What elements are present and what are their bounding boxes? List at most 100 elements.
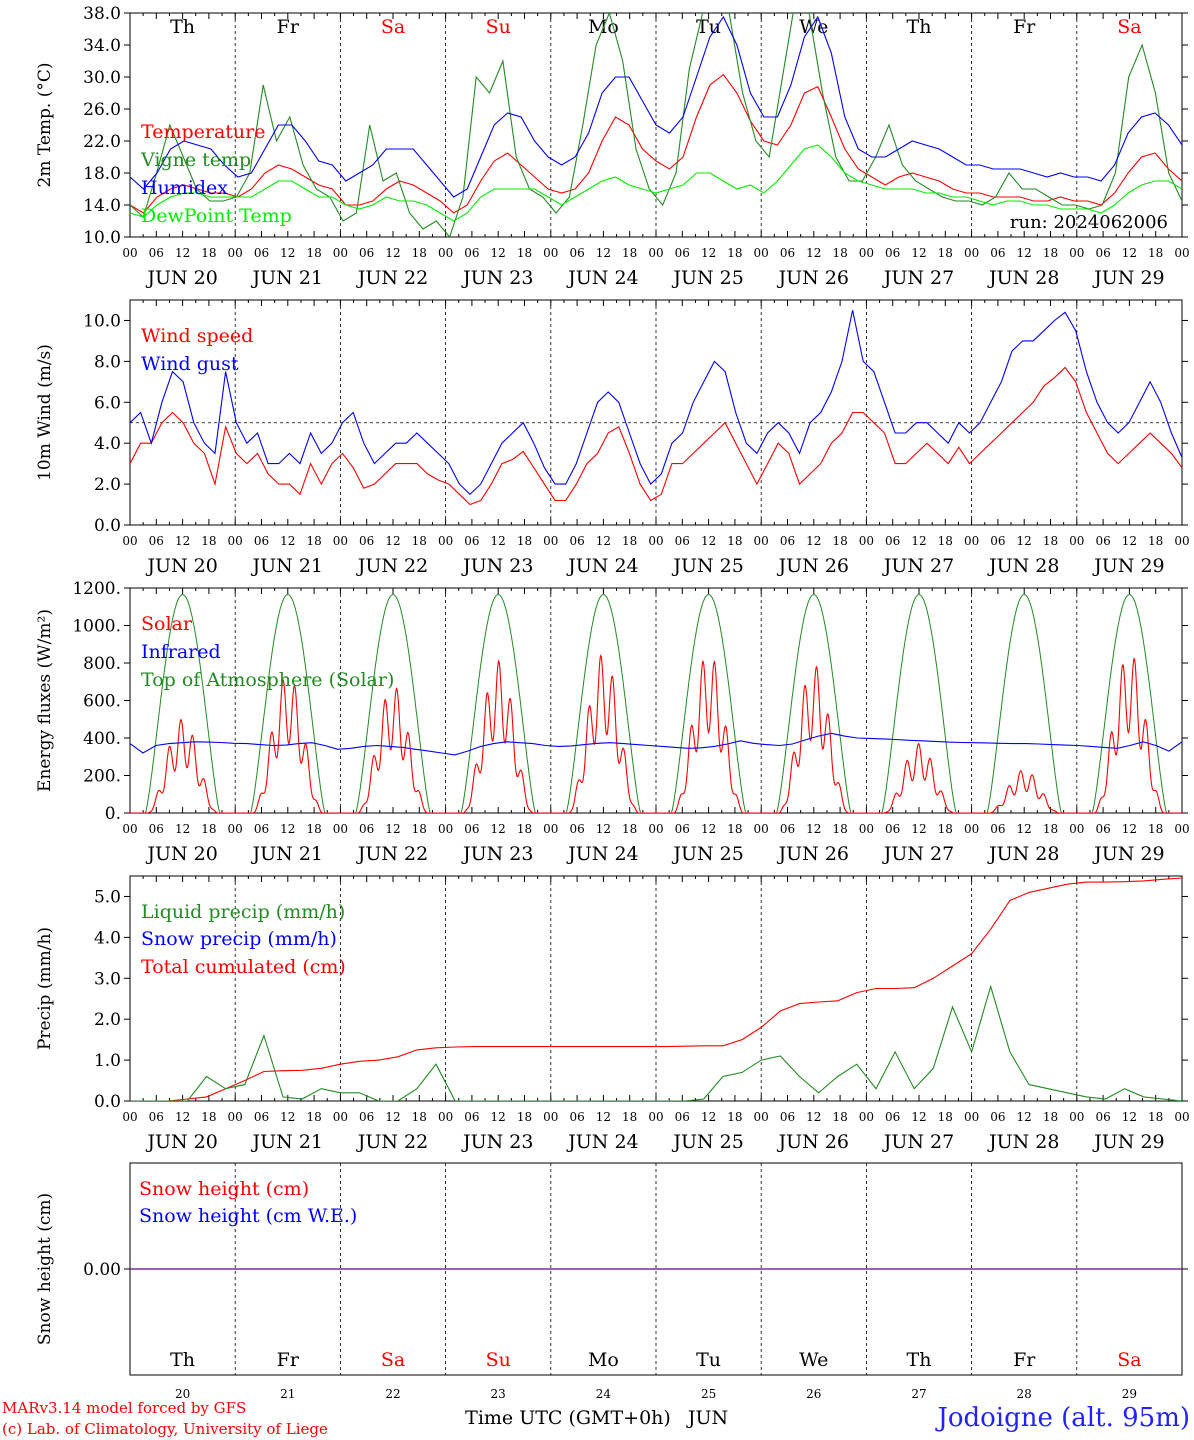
hour-tick-label: 18	[832, 534, 847, 548]
date-label: JUN 20	[145, 555, 217, 577]
hour-tick-label: 12	[1122, 822, 1137, 836]
hour-tick-label: 06	[780, 534, 795, 548]
hour-tick-label: 18	[1148, 1110, 1163, 1124]
hour-tick-label: 06	[780, 246, 795, 260]
hour-tick-label: 06	[675, 1110, 690, 1124]
hour-tick-label: 18	[517, 534, 532, 548]
date-label: JUN 23	[461, 555, 533, 577]
date-label: JUN 28	[987, 1131, 1059, 1153]
hour-tick-label: 12	[280, 534, 295, 548]
y-tick-label: 10.0	[83, 311, 121, 331]
date-label: JUN 25	[671, 843, 743, 865]
hour-tick-label: 12	[280, 1110, 295, 1124]
hour-tick-label: 00	[438, 246, 453, 260]
hour-tick-label: 06	[885, 1110, 900, 1124]
y-axis-title: 10m Wind (m/s)	[35, 344, 55, 481]
hour-tick-label: 00	[648, 246, 663, 260]
hour-tick-label: 00	[228, 1110, 243, 1124]
date-label: JUN 28	[987, 555, 1059, 577]
hour-tick-label: 18	[832, 822, 847, 836]
hour-tick-label: 12	[385, 1110, 400, 1124]
hour-tick-label: 18	[832, 246, 847, 260]
hour-tick-label: 06	[1095, 246, 1110, 260]
hour-tick-label: 12	[911, 1110, 926, 1124]
date-label: JUN 26	[777, 1131, 849, 1153]
hour-tick-label: 00	[754, 1110, 769, 1124]
legend-entry: Humidex	[141, 177, 228, 199]
panel-plot-area	[130, 594, 1182, 813]
date-label: JUN 28	[987, 843, 1059, 865]
hour-tick-label: 12	[1122, 534, 1137, 548]
legend-entry: Infrared	[141, 641, 221, 663]
hour-tick-label: 18	[1148, 246, 1163, 260]
legend-entry: Snow precip (mm/h)	[141, 928, 337, 950]
hour-tick-label: 18	[201, 822, 216, 836]
weekday-label: Fr	[277, 16, 300, 38]
y-tick-label: 800.	[83, 654, 121, 674]
hour-tick-label: 18	[832, 1110, 847, 1124]
hour-tick-label: 18	[201, 246, 216, 260]
date-label: JUN 29	[1092, 1131, 1164, 1153]
y-tick-label: 38.0	[83, 4, 121, 24]
date-label: JUN 21	[251, 1131, 323, 1153]
series-line-wind-speed	[130, 366, 1182, 506]
series-line-temperature	[130, 73, 1182, 214]
day-number-label: 27	[911, 1387, 926, 1401]
hour-tick-label: 00	[648, 534, 663, 548]
hour-tick-label: 18	[622, 246, 637, 260]
hour-tick-label: 06	[359, 534, 374, 548]
hour-tick-label: 00	[543, 1110, 558, 1124]
hour-tick-label: 06	[359, 246, 374, 260]
day-number-label: 26	[806, 1387, 821, 1401]
date-label: JUN 25	[671, 555, 743, 577]
weekday-label: Tu	[696, 1349, 721, 1371]
hour-tick-label: 12	[911, 822, 926, 836]
hour-tick-label: 00	[1174, 1110, 1189, 1124]
run-annotation: run: 2024062006	[1010, 212, 1168, 233]
y-axis-title: Energy fluxes (W/m²)	[35, 609, 55, 792]
hour-tick-label: 00	[964, 246, 979, 260]
y-tick-label: 0.	[105, 804, 121, 824]
y-axis-title: Precip (mm/h)	[35, 927, 55, 1050]
date-label: JUN 24	[566, 843, 638, 865]
series-line-solar	[130, 653, 1182, 813]
hour-tick-label: 00	[859, 534, 874, 548]
hour-tick-label: 18	[1043, 822, 1058, 836]
date-label: JUN 29	[1092, 267, 1164, 289]
weekday-label: Fr	[1013, 16, 1036, 38]
weekday-label: Th	[907, 1349, 932, 1371]
hour-tick-label: 00	[1174, 822, 1189, 836]
y-tick-label: 10.0	[83, 228, 121, 248]
y-tick-label: 1200.	[72, 579, 121, 599]
series-line-infrared	[130, 732, 1182, 756]
legend-entry: Snow height (cm W.E.)	[139, 1205, 357, 1227]
hour-tick-label: 12	[491, 1110, 506, 1124]
date-label: JUN 22	[356, 843, 428, 865]
hour-tick-label: 12	[701, 822, 716, 836]
weekday-label: Sa	[1117, 1349, 1141, 1371]
hour-tick-label: 00	[333, 822, 348, 836]
hour-tick-label: 00	[648, 1110, 663, 1124]
date-label: JUN 27	[882, 267, 954, 289]
month-label: JUN	[686, 1407, 728, 1429]
weekday-label: Fr	[277, 1349, 300, 1371]
hour-tick-label: 06	[1095, 534, 1110, 548]
series-line-liquid-precip-mm-h-	[130, 984, 1182, 1101]
weekday-label: Mo	[588, 1349, 619, 1371]
weekday-label: Su	[486, 16, 511, 38]
hour-tick-label: 12	[491, 822, 506, 836]
hour-tick-label: 18	[938, 246, 953, 260]
y-tick-label: 4.0	[94, 434, 121, 454]
hour-tick-label: 12	[175, 534, 190, 548]
hour-tick-label: 06	[359, 822, 374, 836]
hour-tick-label: 12	[911, 534, 926, 548]
hour-tick-label: 18	[727, 246, 742, 260]
hour-tick-label: 12	[596, 822, 611, 836]
hour-tick-label: 18	[622, 1110, 637, 1124]
y-tick-label: 8.0	[94, 352, 121, 372]
y-tick-label: 600.	[83, 692, 121, 712]
series-line-wind-gust	[130, 310, 1182, 496]
hour-tick-label: 06	[254, 246, 269, 260]
hour-tick-label: 18	[622, 822, 637, 836]
hour-tick-label: 06	[254, 822, 269, 836]
